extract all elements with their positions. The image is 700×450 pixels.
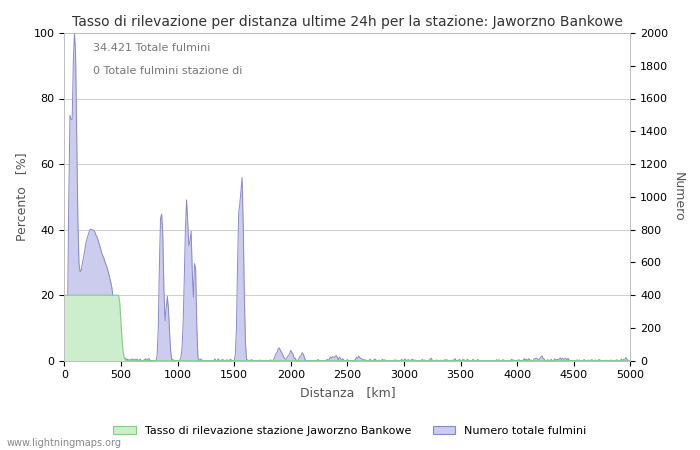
X-axis label: Distanza   [km]: Distanza [km] [300,386,395,399]
Legend: Tasso di rilevazione stazione Jaworzno Bankowe, Numero totale fulmini: Tasso di rilevazione stazione Jaworzno B… [109,421,591,440]
Text: 34.421 Totale fulmini: 34.421 Totale fulmini [92,43,210,53]
Y-axis label: Numero: Numero [672,172,685,222]
Text: www.lightningmaps.org: www.lightningmaps.org [7,438,122,448]
Text: 0 Totale fulmini stazione di: 0 Totale fulmini stazione di [92,66,242,76]
Y-axis label: Percento   [%]: Percento [%] [15,153,28,241]
Title: Tasso di rilevazione per distanza ultime 24h per la stazione: Jaworzno Bankowe: Tasso di rilevazione per distanza ultime… [72,15,623,29]
